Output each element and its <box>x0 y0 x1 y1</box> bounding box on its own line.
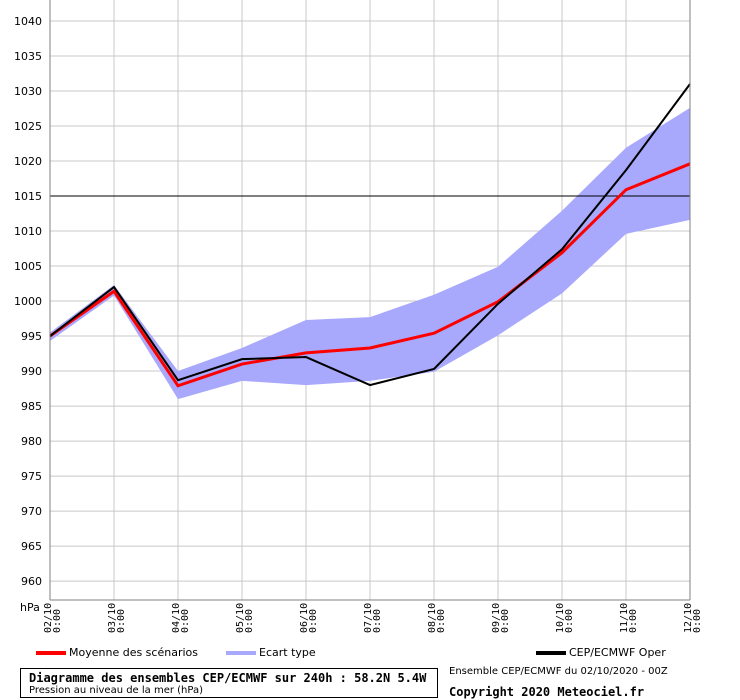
x-tick-time: 0:00 <box>436 609 447 633</box>
x-tick-time: 0:00 <box>692 609 703 633</box>
legend-swatch-band <box>226 650 256 655</box>
x-tick-date: 07/10 <box>363 603 374 633</box>
x-tick-date: 06/10 <box>299 603 310 633</box>
legend-label-oper: CEP/ECMWF Oper <box>569 646 666 659</box>
x-tick-date: 05/10 <box>235 603 246 633</box>
x-tick-date: 04/10 <box>171 603 182 633</box>
legend-mean: Moyenne des scénarios <box>36 646 198 659</box>
y-tick-label: 1025 <box>14 120 42 133</box>
y-tick-label: 970 <box>21 505 42 518</box>
x-tick-date: 02/10 <box>43 603 54 633</box>
x-tick-time: 0:00 <box>628 609 639 633</box>
y-axis-unit: hPa <box>20 601 40 614</box>
x-tick-time: 0:00 <box>244 609 255 633</box>
x-tick-time: 0:00 <box>308 609 319 633</box>
y-tick-label: 1040 <box>14 15 42 28</box>
chart-subtitle: Pression au niveau de la mer (hPa) <box>29 685 204 696</box>
x-tick-time: 0:00 <box>180 609 191 633</box>
y-tick-label: 995 <box>21 330 42 343</box>
x-tick-date: 08/10 <box>427 603 438 633</box>
y-tick-label: 985 <box>21 400 42 413</box>
run-info: Ensemble CEP/ECMWF du 02/10/2020 - 00Z <box>449 666 668 677</box>
legend-swatch-oper <box>536 650 566 655</box>
y-tick-label: 1015 <box>14 190 42 203</box>
y-tick-label: 1000 <box>14 295 42 308</box>
y-tick-label: 1020 <box>14 155 42 168</box>
x-tick-time: 0:00 <box>116 609 127 633</box>
legend-swatch-mean <box>36 650 66 655</box>
legend-label-band: Ecart type <box>259 646 316 659</box>
y-tick-label: 965 <box>21 540 42 553</box>
x-tick-time: 0:00 <box>564 609 575 633</box>
legend-oper: CEP/ECMWF Oper <box>536 646 666 659</box>
pressure-chart: 960 965 970 975 980 985 990 995 1000 1005 1010 1015… <box>14 0 703 633</box>
y-tick-label: 960 <box>21 575 42 588</box>
x-tick-date: 10/10 <box>555 603 566 633</box>
y-tick-label: 1030 <box>14 85 42 98</box>
chart-title: Diagramme des ensembles CEP/ECMWF sur 24… <box>29 671 427 685</box>
x-tick-date: 09/10 <box>491 603 502 633</box>
y-tick-label: 980 <box>21 435 42 448</box>
y-tick-label: 1035 <box>14 50 42 63</box>
x-tick-time: 0:00 <box>372 609 383 633</box>
x-tick-date: 12/10 <box>683 603 694 633</box>
y-tick-label: 1010 <box>14 225 42 238</box>
y-tick-label: 990 <box>21 365 42 378</box>
x-tick-date: 11/10 <box>619 603 630 633</box>
legend-band: Ecart type <box>226 646 316 659</box>
legend-label-mean: Moyenne des scénarios <box>69 646 198 659</box>
title-box: Diagramme des ensembles CEP/ECMWF sur 24… <box>20 668 438 698</box>
x-tick-date: 03/10 <box>107 603 118 633</box>
y-tick-label: 1005 <box>14 260 42 273</box>
copyright: Copyright 2020 Meteociel.fr <box>449 685 645 699</box>
x-tick-time: 0:00 <box>500 609 511 633</box>
x-tick-time: 0:00 <box>52 609 63 633</box>
y-tick-label: 975 <box>21 470 42 483</box>
